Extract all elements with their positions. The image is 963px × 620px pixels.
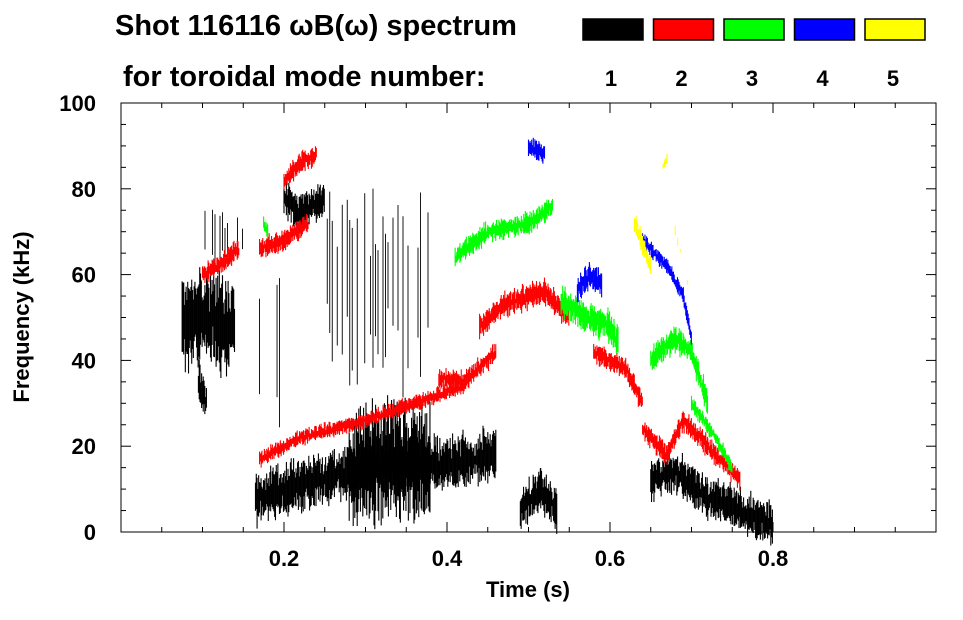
series-n2 (201, 146, 741, 491)
spectral-feature (258, 378, 464, 468)
x-tick-label: 0.2 (269, 546, 300, 571)
legend-label-mode-4: 4 (816, 66, 829, 91)
y-tick-label: 60 (72, 263, 96, 288)
spectral-feature (576, 262, 603, 303)
legend-label-mode-5: 5 (887, 66, 899, 91)
spectral-feature (181, 267, 236, 379)
x-tick-label: 0.8 (758, 546, 789, 571)
series-n4 (527, 137, 692, 345)
spectral-feature (642, 411, 741, 491)
spectral-feature (560, 285, 619, 353)
spectral-feature (690, 395, 733, 473)
x-axis-label: Time (s) (486, 577, 570, 602)
spectral-feature (662, 153, 668, 169)
x-tick-label: 0.4 (432, 546, 463, 571)
series-n3 (263, 198, 733, 473)
y-tick-label: 80 (72, 177, 96, 202)
chart-title: Shot 116116 ωB(ω) spectrum (115, 10, 517, 42)
legend-swatch-mode-3 (723, 18, 785, 41)
legend: 1 2 3 4 5 (582, 18, 926, 91)
legend-swatch-mode-5 (864, 18, 926, 41)
series-n1 (181, 182, 773, 546)
spectrogram-marks (181, 137, 773, 546)
spectral-feature (642, 233, 692, 345)
spectral-feature (593, 343, 643, 407)
spectral-feature (259, 278, 280, 428)
legend-swatch-mode-1 (582, 18, 644, 41)
spectral-feature (454, 198, 554, 267)
spectral-feature (633, 215, 652, 273)
axis-ticks: 0.2 0.4 0.6 0.8 0 20 40 60 80 100 (59, 91, 937, 571)
spectral-feature (263, 216, 269, 239)
series-n5 (633, 153, 689, 285)
legend-swatch-mode-2 (652, 18, 715, 41)
x-tick-label: 0.6 (595, 546, 626, 571)
spectral-feature (326, 188, 429, 398)
spectral-feature (283, 146, 317, 190)
spectral-feature (650, 452, 773, 546)
legend-swatch-mode-4 (793, 18, 856, 41)
legend-label-mode-1: 1 (605, 66, 617, 91)
spectral-feature (479, 277, 570, 340)
spectral-feature (201, 240, 240, 283)
y-axis-label: Frequency (kHz) (9, 231, 34, 402)
y-tick-label: 20 (72, 434, 96, 459)
chart-subtitle: for toroidal mode number: (123, 61, 486, 93)
spectral-feature (258, 213, 309, 258)
spectral-feature (650, 326, 709, 414)
spectral-feature (204, 209, 243, 266)
spectral-feature (197, 359, 207, 415)
spectral-feature (674, 226, 689, 285)
spectral-feature (519, 467, 558, 534)
legend-label-mode-2: 2 (675, 66, 687, 91)
spectral-feature (438, 343, 497, 393)
legend-label-mode-3: 3 (746, 66, 758, 91)
y-tick-label: 100 (59, 91, 96, 116)
plot-frame (120, 102, 937, 533)
spectral-feature (527, 137, 546, 164)
y-tick-label: 0 (84, 520, 96, 545)
y-tick-label: 40 (72, 348, 96, 373)
